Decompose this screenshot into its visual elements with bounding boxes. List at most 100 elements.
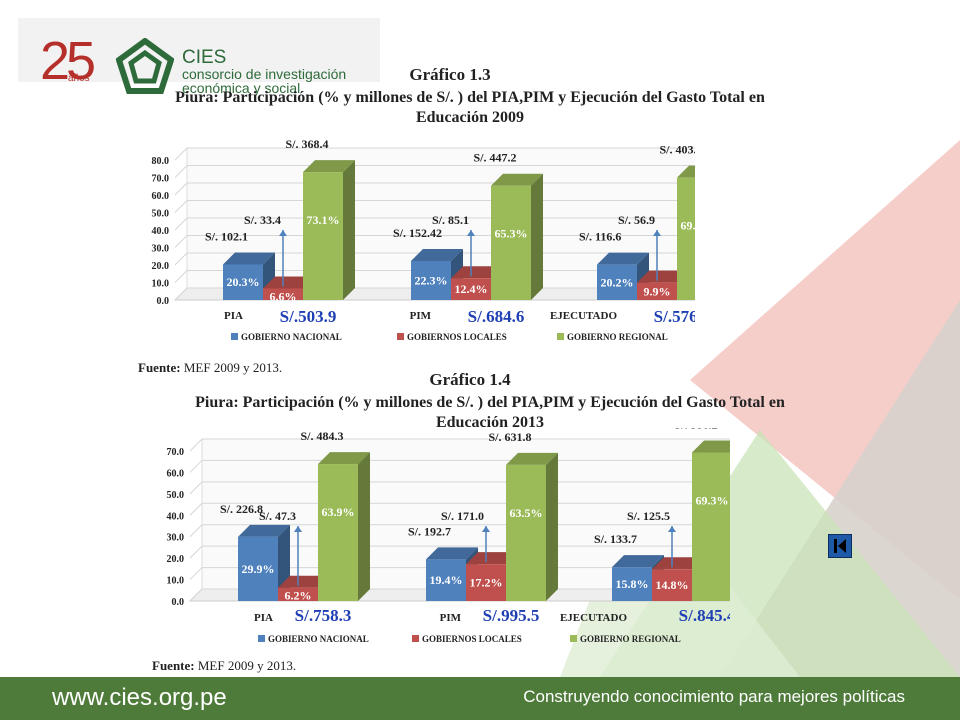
bar-percent-label: 17.2% (470, 576, 503, 590)
legend-swatch (557, 333, 564, 340)
amount-label-locales: S/. 85.1 (432, 213, 469, 227)
bar-side (531, 173, 543, 300)
category-label: PIM (440, 612, 462, 624)
cies-logo: 25 años CIES consorcio de investigación … (18, 18, 380, 95)
bar-percent-label: 19.4% (430, 573, 463, 587)
bar-percent-label: 63.5% (510, 506, 543, 520)
gridline-diagonal (189, 588, 203, 602)
bar-side (546, 452, 558, 601)
logo-years: 25 (40, 31, 96, 91)
category-label: PIA (224, 310, 243, 322)
locales-arrow-head (294, 526, 302, 532)
gridline-diagonal (189, 524, 203, 538)
source-label: Fuente: (152, 658, 195, 673)
bar-top (451, 266, 503, 279)
amount-label-locales: S/. 47.3 (259, 509, 296, 523)
y-tick-label: 40.0 (167, 511, 185, 522)
bar-percent-label: 14.8% (656, 578, 689, 592)
bar-top (303, 160, 355, 173)
y-tick-label: 10.0 (167, 576, 185, 587)
bar (278, 587, 318, 601)
bar (223, 264, 263, 300)
locales-arrow-head (279, 230, 287, 236)
bar-top (677, 165, 695, 178)
y-tick-label: 80.0 (152, 156, 170, 167)
bar-top (612, 555, 664, 568)
legend-label: GOBIERNO NACIONAL (268, 634, 369, 644)
y-tick-label: 20.0 (167, 554, 185, 565)
bar-top (238, 524, 290, 537)
logo-name: CIES (182, 47, 227, 68)
bar-percent-label: 12.4% (455, 282, 488, 296)
bar-top (223, 252, 275, 265)
chart2-number: Gráfico 1.4 (429, 370, 511, 389)
back-button[interactable] (828, 534, 852, 558)
gridline-diagonal (189, 567, 203, 580)
amount-label-nacional: S/. 226.8 (220, 502, 263, 516)
y-tick-label: 50.0 (152, 209, 170, 220)
bar (652, 569, 692, 601)
total-amount-label: S/.758.3 (295, 606, 352, 625)
bar (612, 567, 652, 601)
bar-top (692, 440, 730, 453)
bar (318, 464, 358, 601)
bar-percent-label: 73.1% (307, 213, 340, 227)
y-tick-label: 20.0 (152, 261, 170, 272)
legend-label: GOBIERNO NACIONAL (241, 332, 342, 342)
source-text: MEF 2009 y 2013. (183, 360, 283, 375)
bar-top (426, 547, 478, 560)
bar (466, 564, 506, 601)
legend-swatch (258, 635, 265, 642)
amount-label-locales: S/. 33.4 (244, 213, 281, 227)
legend-label: GOBIERNOS LOCALES (407, 332, 507, 342)
amount-label-regional: S/. 631.8 (488, 430, 531, 444)
legend-label: GOBIERNOS LOCALES (422, 634, 522, 644)
gridline-diagonal (189, 502, 203, 516)
bar-percent-label: 63.9% (322, 505, 355, 519)
source-label: Fuente: (138, 360, 181, 375)
amount-label-regional: S/. 586.2 (674, 428, 717, 432)
category-label: PIM (410, 310, 432, 322)
legend-label: GOBIERNO REGIONAL (580, 634, 681, 644)
total-amount-label: S/.503.9 (280, 307, 337, 326)
bar-percent-label: 22.3% (415, 273, 448, 287)
bar-percent-label: 69.9% (681, 219, 696, 233)
bar-side (343, 160, 355, 300)
y-tick-label: 70.0 (152, 174, 170, 185)
y-tick-label: 30.0 (152, 244, 170, 255)
amount-label-regional: S/. 403.1 (659, 143, 695, 157)
y-tick-label: 0.0 (157, 296, 170, 307)
pentagon-logo-icon (116, 38, 174, 94)
category-label: PIA (254, 612, 273, 624)
legend-swatch (397, 333, 404, 340)
bar (491, 185, 531, 300)
bar-top (466, 552, 518, 565)
source-text: MEF 2009 y 2013. (197, 658, 297, 673)
bar (677, 177, 695, 300)
gridline-diagonal (174, 147, 188, 161)
legend-label: GOBIERNO REGIONAL (567, 332, 668, 342)
bar-top (491, 173, 543, 186)
bar-top (597, 252, 649, 265)
amount-label-nacional: S/. 192.7 (408, 524, 451, 538)
bar (426, 559, 466, 601)
gridline-diagonal (174, 182, 188, 196)
category-label: EJECUTADO (560, 612, 627, 624)
y-tick-label: 60.0 (152, 191, 170, 202)
chart1-plot: 0.0 10.0 20.0 30.0 40.0 50.0 60.0 70.0 80.0 20.3%… (152, 137, 696, 342)
bar-percent-label: 6.2% (285, 589, 312, 603)
chart1-number: Gráfico 1.3 (409, 65, 491, 84)
gridline-diagonal (189, 460, 203, 473)
total-amount-label: S/.576.6 (654, 307, 695, 326)
chart1-source: Fuente: MEF 2009 y 2013. (138, 360, 282, 376)
amount-label-nacional: S/. 133.7 (594, 532, 637, 546)
footer-url[interactable]: www.cies.org.pe (52, 684, 227, 711)
gridline-diagonal (174, 217, 188, 231)
bar (238, 536, 278, 601)
bar-top (263, 276, 315, 289)
bar-percent-label: 65.3% (495, 227, 528, 241)
bar (263, 288, 303, 300)
gridline-diagonal (174, 287, 188, 301)
bar-percent-label: 20.2% (601, 275, 634, 289)
y-tick-label: 40.0 (152, 226, 170, 237)
